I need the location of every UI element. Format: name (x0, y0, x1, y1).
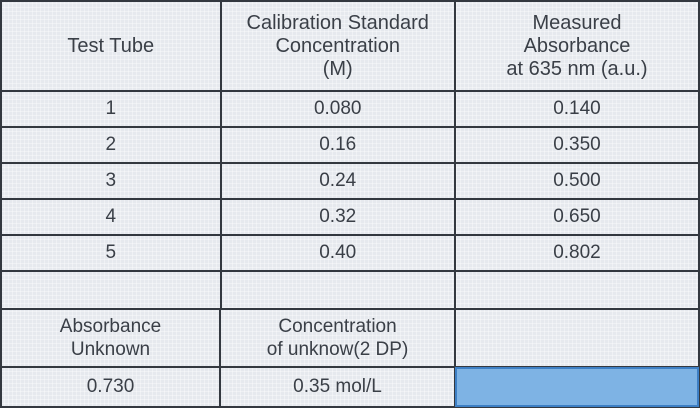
tube-cell[interactable]: 3 (0, 162, 222, 200)
empty-row (0, 270, 700, 310)
absorbance-cell[interactable]: 0.350 (453, 126, 700, 164)
header-absorbance-line-2: Absorbance (523, 34, 631, 57)
empty-cell[interactable] (454, 308, 700, 368)
table-row: 4 0.32 0.650 (0, 198, 700, 236)
empty-cell[interactable] (453, 270, 700, 310)
absorbance-cell[interactable]: 0.802 (453, 234, 700, 272)
absorbance-unknown-label-cell[interactable]: Absorbance Unknown (0, 308, 222, 368)
selected-cell[interactable] (454, 366, 700, 408)
table-row: 3 0.24 0.500 (0, 162, 700, 200)
header-absorbance-line-1: Measured (532, 11, 622, 34)
absorbance-unknown-line-2: Unknown (70, 339, 151, 360)
unknown-table: Absorbance Unknown Concentration of unkn… (0, 308, 700, 408)
tube-cell[interactable]: 2 (0, 126, 222, 164)
absorbance-unknown-line-1: Absorbance (59, 316, 162, 337)
absorbance-cell[interactable]: 0.650 (453, 198, 700, 236)
header-concentration-line-2: Concentration (275, 34, 400, 57)
concentration-unknown-value[interactable]: 0.35 mol/L (219, 366, 457, 408)
tube-cell[interactable]: 5 (0, 234, 222, 272)
concentration-unknown-label-cell[interactable]: Concentration of unknow(2 DP) (219, 308, 457, 368)
concentration-cell[interactable]: 0.16 (219, 126, 456, 164)
absorbance-unknown-value[interactable]: 0.730 (0, 366, 222, 408)
header-test-tube-label: Test Tube (67, 34, 155, 57)
unknown-value-row: 0.730 0.35 mol/L (0, 366, 700, 408)
tube-cell[interactable]: 1 (0, 90, 222, 128)
table-row: 2 0.16 0.350 (0, 126, 700, 164)
header-absorbance[interactable]: Measured Absorbance at 635 nm (a.u.) (453, 0, 700, 92)
header-test-tube[interactable]: Test Tube (0, 0, 222, 92)
absorbance-cell[interactable]: 0.140 (453, 90, 700, 128)
header-concentration-line-1: Calibration Standard (246, 11, 429, 34)
header-concentration[interactable]: Calibration Standard Concentration (M) (219, 0, 456, 92)
concentration-cell[interactable]: 0.24 (219, 162, 456, 200)
header-absorbance-line-3: at 635 nm (a.u.) (506, 57, 648, 80)
unknown-header-row: Absorbance Unknown Concentration of unkn… (0, 308, 700, 368)
table-row: 5 0.40 0.802 (0, 234, 700, 272)
calibration-table: Test Tube Calibration Standard Concentra… (0, 0, 700, 310)
tube-cell[interactable]: 4 (0, 198, 222, 236)
table-row: 1 0.080 0.140 (0, 90, 700, 128)
header-row: Test Tube Calibration Standard Concentra… (0, 0, 700, 92)
concentration-cell[interactable]: 0.080 (219, 90, 456, 128)
concentration-cell[interactable]: 0.40 (219, 234, 456, 272)
absorbance-cell[interactable]: 0.500 (453, 162, 700, 200)
header-concentration-line-3: (M) (322, 57, 353, 80)
concentration-unknown-line-1: Concentration (278, 316, 397, 337)
concentration-cell[interactable]: 0.32 (219, 198, 456, 236)
empty-cell[interactable] (0, 270, 222, 310)
empty-cell[interactable] (219, 270, 456, 310)
concentration-unknown-line-2: of unknow(2 DP) (266, 339, 409, 360)
